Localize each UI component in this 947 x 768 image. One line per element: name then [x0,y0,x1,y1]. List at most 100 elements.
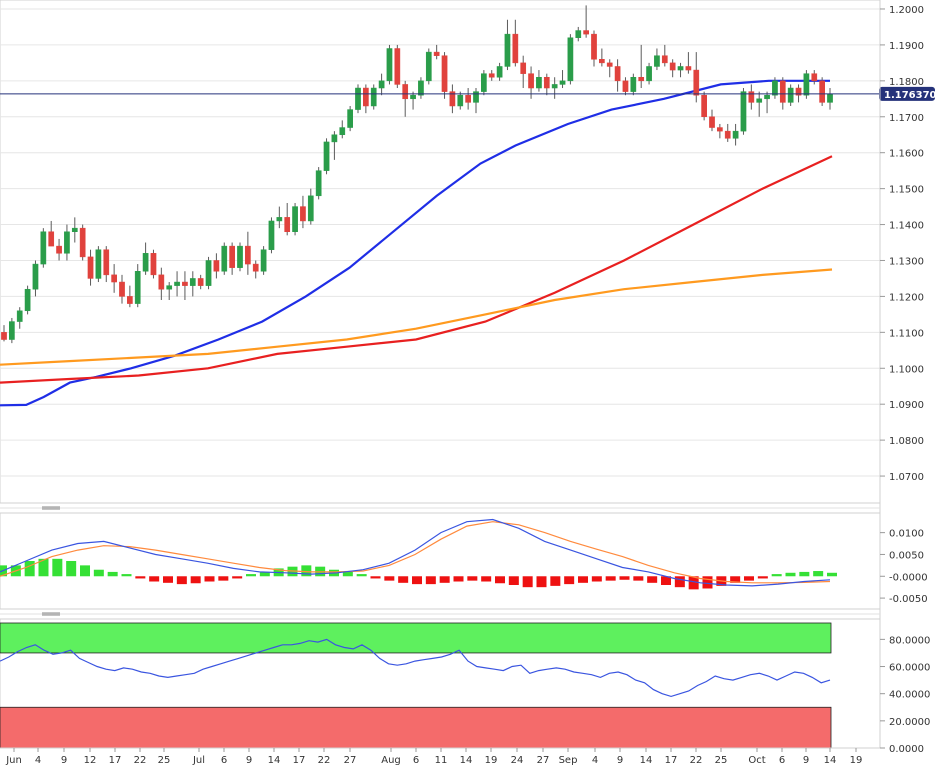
candle-body [599,59,605,64]
macd-histogram-bar [647,576,658,583]
candle-body [205,260,212,286]
date-tick-label: 9 [61,755,67,766]
candle-body [32,263,39,290]
grid-lines [0,8,880,477]
rsi-tick-label: 40.0000 [889,690,930,701]
macd-histogram-bar [38,558,49,577]
candle-body [331,134,338,143]
candle [599,48,605,67]
candle-body [56,245,62,254]
candle-body [213,260,220,272]
macd-histogram-bar [107,571,118,577]
macd-tick-label: -0.0050 [889,594,928,605]
candle [394,44,401,89]
candle-body [1,332,7,340]
candle-body [646,66,652,82]
candle-body [355,87,361,110]
candle [756,91,763,117]
candle [260,246,267,275]
date-tick-label: 22 [134,755,147,766]
panel-splitter-1[interactable] [0,506,880,510]
candle-body [284,217,291,232]
date-tick-label: 4 [592,755,598,766]
date-tick-label: 27 [537,755,550,766]
date-tick-label: 14 [640,755,653,766]
candle-body [245,245,251,265]
date-tick-label: 12 [84,755,97,766]
candle [363,84,369,114]
candle [64,224,70,261]
date-tick-label: 17 [293,755,306,766]
macd-histogram-bar [163,576,173,583]
candle [622,77,629,96]
candle [614,59,621,92]
date-tick-label: 6 [221,755,227,766]
macd-histogram-bar [757,576,768,579]
candle-body [103,249,110,276]
candle-body [197,278,204,286]
y-tick-label: 1.1600 [889,149,924,160]
macd-histogram-bar [827,572,837,577]
macd-histogram-bar [149,576,160,582]
candle [488,70,495,81]
macd-histogram-bar [785,572,796,577]
candle [583,5,589,38]
candle-body [520,62,527,74]
candle-body [567,37,574,82]
macd-histogram-bar [342,571,353,577]
candle [197,274,204,290]
candle [481,70,487,96]
candle [284,202,291,236]
candle-body [512,33,519,64]
date-tick-label: 9 [803,755,809,766]
candle [803,70,810,99]
rsi-tick-label: 0.0000 [889,744,924,755]
macd-histogram-bar [674,576,685,588]
date-tick-label: 17 [109,755,122,766]
candle-body [732,130,739,139]
candle-body [87,256,94,279]
rsi-tick-label: 20.0000 [889,717,930,728]
candle-body [40,231,47,265]
candle-body [410,94,416,100]
candle [811,70,818,85]
candle-body [449,91,456,107]
moving-average-line-3 [0,268,833,366]
candle [591,30,597,67]
candle [543,73,550,96]
candle-body [717,127,723,132]
y-tick-label: 1.1700 [889,113,924,124]
macd-histogram-bar [619,576,630,580]
candle-body [614,66,621,82]
candle [79,224,86,261]
macd-histogram-bar [481,576,492,582]
macd-histogram-bar [246,574,256,577]
candle-body [819,80,825,103]
candle [252,260,259,279]
candle-body [260,249,267,272]
date-tick-label: 25 [715,755,728,766]
macd-histogram-bar [439,576,450,583]
macd-tick-label: 0.0100 [889,529,924,540]
candle-body [622,80,629,92]
candle [315,167,322,200]
candle-body [174,281,180,286]
candle-body [677,66,684,71]
candle [709,109,715,132]
moving-average-line-2 [0,155,833,384]
candle [496,62,503,81]
candle [646,62,652,85]
macd-histogram-bar [121,574,132,577]
date-tick-label: 27 [344,755,357,766]
candle [16,307,23,329]
candle-body [315,170,322,197]
panel-splitter-2[interactable] [0,612,880,616]
candle-body [764,94,770,100]
candle [425,48,432,85]
y-tick-label: 1.0700 [889,472,924,483]
candle [575,26,582,42]
oversold-zone [0,706,832,749]
candle [772,77,778,99]
y-tick-label: 1.2000 [889,5,924,16]
